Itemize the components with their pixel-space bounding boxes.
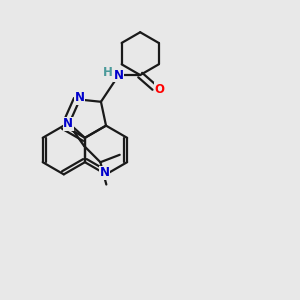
Text: O: O	[155, 82, 165, 95]
Text: N: N	[63, 117, 73, 130]
Text: H: H	[103, 66, 112, 79]
Text: N: N	[75, 91, 85, 104]
Text: N: N	[114, 68, 124, 82]
Text: N: N	[100, 167, 110, 179]
